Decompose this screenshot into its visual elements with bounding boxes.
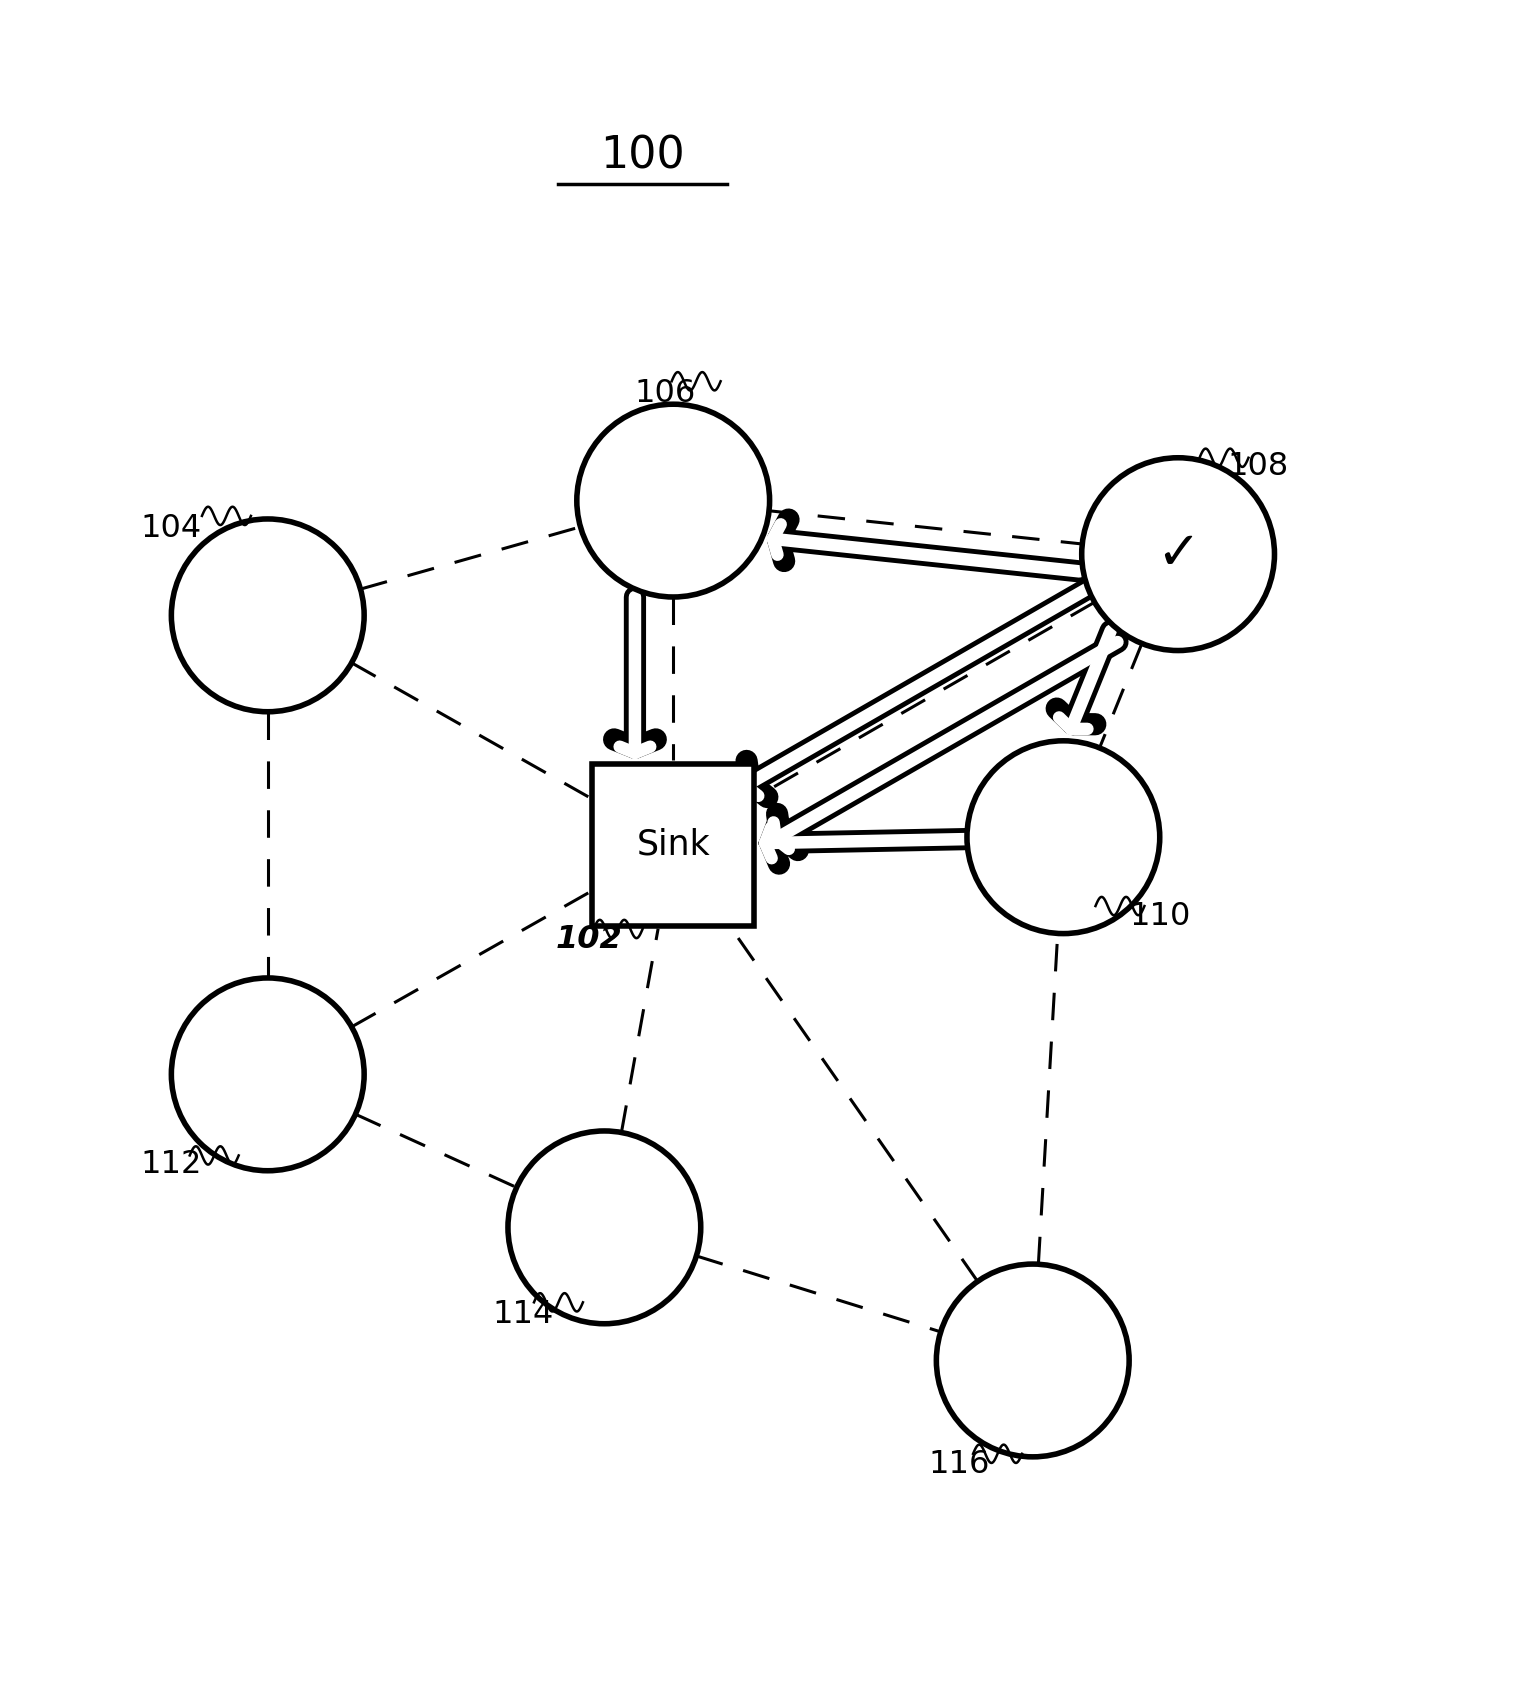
Circle shape bbox=[508, 1130, 701, 1323]
Text: Sink: Sink bbox=[636, 829, 710, 861]
Text: 110: 110 bbox=[1129, 902, 1190, 933]
Circle shape bbox=[171, 518, 364, 711]
Text: 108: 108 bbox=[1227, 452, 1288, 483]
Text: 112: 112 bbox=[141, 1149, 202, 1180]
Text: 100: 100 bbox=[600, 135, 685, 177]
Circle shape bbox=[936, 1263, 1129, 1456]
Text: 116: 116 bbox=[929, 1449, 990, 1480]
Text: 102: 102 bbox=[555, 924, 623, 955]
Text: ✓: ✓ bbox=[1157, 529, 1200, 580]
Text: 104: 104 bbox=[141, 513, 202, 544]
Text: 106: 106 bbox=[635, 379, 696, 409]
Circle shape bbox=[171, 979, 364, 1171]
Circle shape bbox=[577, 404, 770, 597]
Bar bbox=[592, 764, 754, 926]
Circle shape bbox=[967, 740, 1160, 934]
Circle shape bbox=[1082, 457, 1274, 651]
Text: 114: 114 bbox=[493, 1299, 554, 1330]
